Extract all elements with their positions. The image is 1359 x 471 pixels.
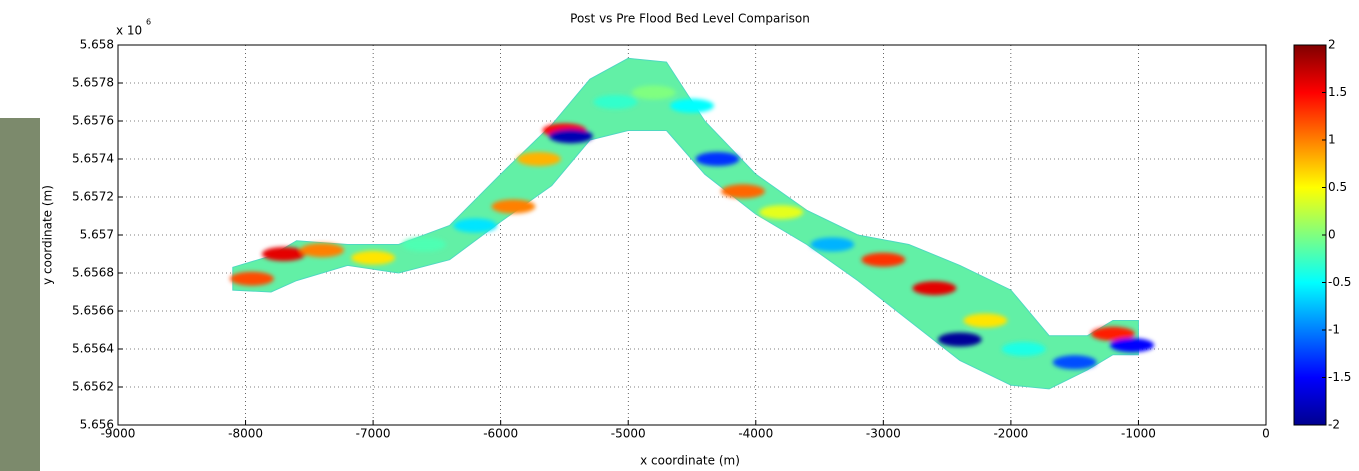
colorbar-tick-label: -1.5 [1328,370,1351,384]
x-tick-label: 0 [1262,427,1270,441]
bed-change-cell [229,271,274,286]
x-tick-label: -3000 [866,427,901,441]
colorbar-tick-label: 0 [1328,228,1336,242]
bed-change-cell [1052,355,1097,370]
bed-change-cell [759,205,804,220]
bed-change-cell [861,252,906,267]
y-tick-label: 5.657 [80,228,114,242]
colorbar-tick-label: 2 [1328,38,1336,52]
y-tick-label: 5.6572 [72,190,114,204]
bed-change-cell [670,98,714,113]
y-tick-label: 5.6576 [72,114,114,128]
x-tick-label: -8000 [228,427,263,441]
y-tick-label: 5.6566 [72,304,114,318]
y-axis-label: y coordinate (m) [41,185,55,285]
bed-change-cell [402,237,447,252]
y-multiplier: x 10 [116,24,142,38]
y-tick-label: 5.6574 [72,152,114,166]
colorbar [1293,44,1327,426]
y-tick-label: 5.6564 [72,342,114,356]
x-tick-label: -9000 [101,427,136,441]
bed-change-cell [261,247,306,261]
bed-change-cell [695,152,740,166]
colorbar-tick-label: -1 [1328,323,1340,337]
bed-change-cell [351,250,396,265]
bed-change-cell [491,199,536,214]
y-tick-label: 5.6562 [72,380,114,394]
x-tick-label: -5000 [611,427,646,441]
colorbar-tick-label: 0.5 [1328,180,1347,194]
bed-change-cell [631,85,676,100]
bed-change-cell [937,332,982,347]
bed-change-cell [1090,326,1135,341]
bed-change-cell [516,152,561,166]
x-tick-label: -6000 [483,427,518,441]
bed-change-cells [229,85,1155,370]
colorbar-tick-label: 1 [1328,133,1336,147]
x-axis-label: x coordinate (m) [640,454,740,468]
bed-change-cell [810,237,855,252]
x-tick-label: -1000 [1121,427,1156,441]
bed-change-cell [1110,338,1155,353]
y-exponent: 6 [146,18,151,27]
colorbar-tick-label: -0.5 [1328,275,1351,289]
bed-change-cell [912,281,957,296]
colorbar-tick-label: -2 [1328,418,1340,432]
chart-title: Post vs Pre Flood Bed Level Comparison [570,12,810,26]
bed-change-cell [593,95,638,109]
x-tick-label: -2000 [993,427,1028,441]
bed-change-cell [300,243,345,258]
colorbar-tick-label: 1.5 [1328,85,1347,99]
y-tick-label: 5.656 [80,418,114,432]
bed-change-cell [721,184,766,199]
y-tick-label: 5.6568 [72,266,114,280]
x-tick-label: -7000 [356,427,391,441]
bed-change-cell [548,129,593,144]
bed-change-cell [453,218,498,233]
y-tick-label: 5.6578 [72,76,114,90]
y-tick-label: 5.658 [80,38,114,52]
bed-change-cell [963,313,1008,328]
bed-change-cell [1001,342,1046,356]
background-photo [0,118,40,471]
x-tick-label: -4000 [738,427,773,441]
